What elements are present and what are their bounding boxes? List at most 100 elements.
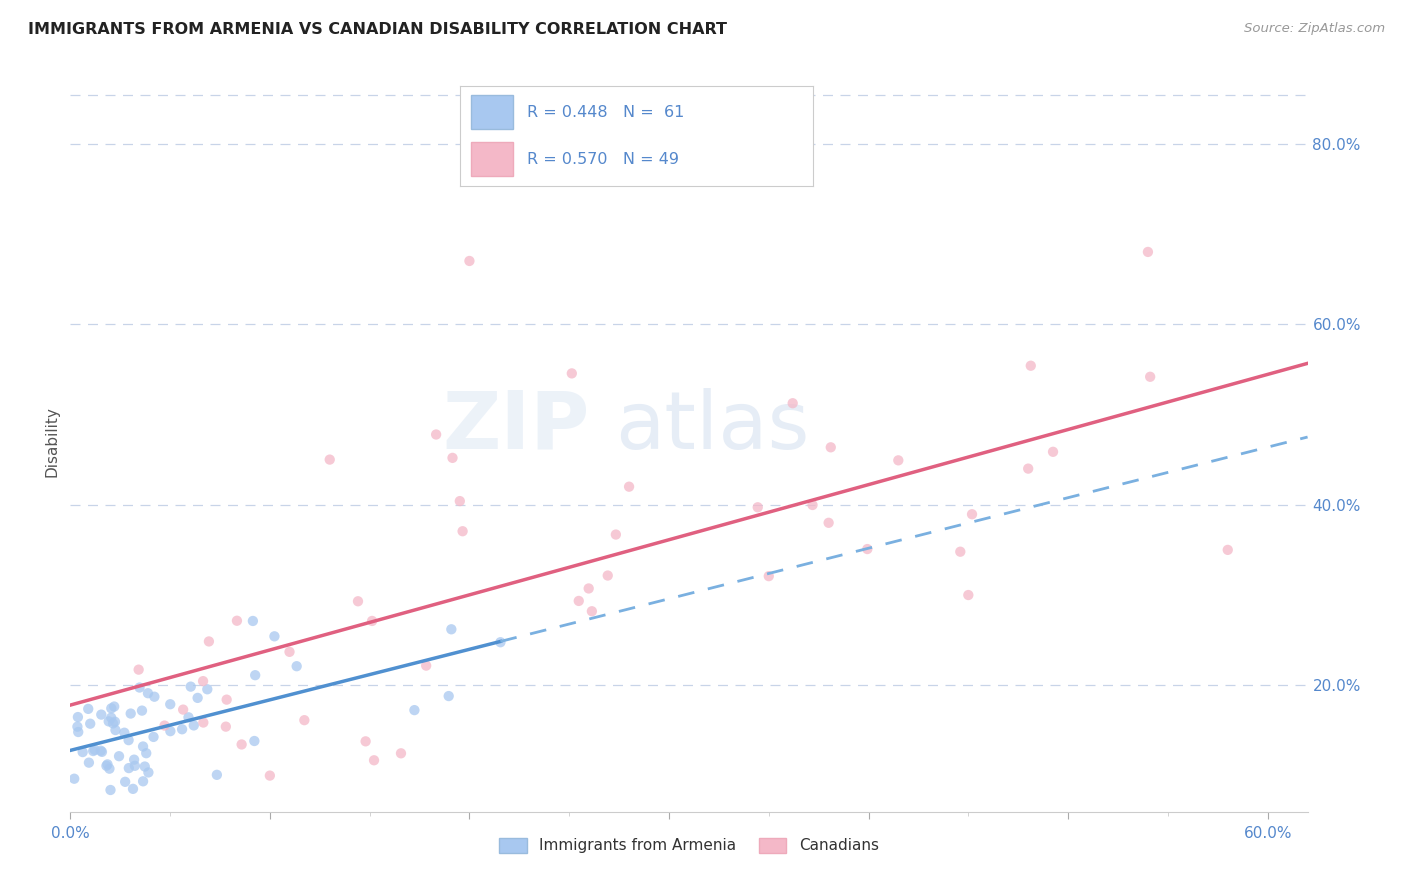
Point (100, 711, 122, 725)
Point (957, 588, 980, 602)
Point (887, 453, 910, 467)
Point (117, 733, 139, 747)
Point (489, 635, 512, 649)
Point (198, 634, 221, 648)
Point (195, 682, 218, 697)
Text: atlas: atlas (614, 388, 808, 466)
Point (90, 707, 112, 722)
Point (820, 440, 842, 454)
Point (187, 690, 209, 705)
Point (183, 718, 205, 732)
Point (801, 498, 824, 512)
Point (124, 759, 146, 773)
Point (153, 718, 176, 732)
Text: IMMIGRANTS FROM ARMENIA VS CANADIAN DISABILITY CORRELATION CHART: IMMIGRANTS FROM ARMENIA VS CANADIAN DISA… (28, 22, 727, 37)
Point (134, 759, 156, 773)
Point (193, 715, 215, 730)
Point (120, 706, 142, 721)
Point (96, 758, 118, 772)
Point (90, 744, 112, 758)
Point (136, 686, 159, 700)
Point (112, 725, 135, 739)
Point (172, 723, 194, 737)
Point (191, 674, 214, 689)
Point (132, 774, 155, 789)
Point (1216, 542, 1239, 557)
Point (1139, 369, 1161, 384)
Point (104, 723, 127, 737)
Point (159, 697, 181, 711)
Point (1042, 445, 1064, 459)
Point (415, 658, 437, 673)
Point (77, 756, 100, 770)
Point (82, 744, 104, 758)
Text: Source: ZipAtlas.com: Source: ZipAtlas.com (1244, 22, 1385, 36)
Point (758, 569, 780, 583)
Point (278, 645, 301, 659)
Point (122, 781, 145, 796)
Point (747, 500, 769, 515)
Point (389, 747, 412, 761)
Point (578, 582, 600, 596)
Point (142, 730, 165, 744)
Point (128, 681, 150, 695)
Point (568, 594, 591, 608)
Point (104, 714, 127, 729)
Point (561, 367, 583, 381)
Point (347, 594, 370, 608)
Point (1017, 461, 1039, 475)
Point (292, 713, 315, 727)
Point (114, 774, 136, 789)
Point (66, 710, 89, 724)
Point (1136, 244, 1159, 259)
Point (91, 745, 114, 759)
Point (98, 762, 121, 776)
Point (132, 739, 155, 754)
Point (596, 568, 619, 582)
Point (96, 757, 118, 772)
Point (118, 761, 141, 775)
Point (361, 614, 384, 628)
Point (122, 753, 145, 767)
Point (215, 692, 238, 706)
Point (128, 663, 150, 677)
Point (581, 604, 603, 618)
Point (856, 542, 879, 557)
Point (79, 716, 101, 731)
Point (242, 614, 264, 628)
Point (83, 743, 105, 757)
Text: ZIP: ZIP (443, 388, 591, 466)
Point (100, 783, 122, 797)
Point (440, 622, 463, 636)
Point (135, 746, 157, 760)
Point (243, 734, 266, 748)
Point (159, 724, 181, 739)
Point (354, 734, 377, 748)
Point (131, 704, 153, 718)
Point (949, 545, 972, 559)
Point (605, 527, 627, 541)
Point (449, 494, 471, 508)
Point (138, 765, 160, 780)
Point (285, 659, 308, 673)
Point (243, 668, 266, 682)
Point (425, 427, 447, 442)
Point (177, 710, 200, 724)
Point (100, 701, 122, 715)
Point (101, 716, 124, 731)
Point (441, 450, 464, 465)
Point (172, 703, 194, 717)
Point (63, 772, 86, 786)
Point (1019, 359, 1042, 373)
Point (66, 720, 89, 734)
Point (180, 680, 202, 694)
Point (617, 480, 640, 494)
Point (404, 703, 426, 717)
Point (215, 720, 238, 734)
Point (259, 769, 281, 783)
Point (97, 714, 120, 729)
Point (782, 396, 804, 410)
Point (263, 629, 285, 643)
Point (363, 753, 385, 767)
Point (458, 254, 481, 268)
